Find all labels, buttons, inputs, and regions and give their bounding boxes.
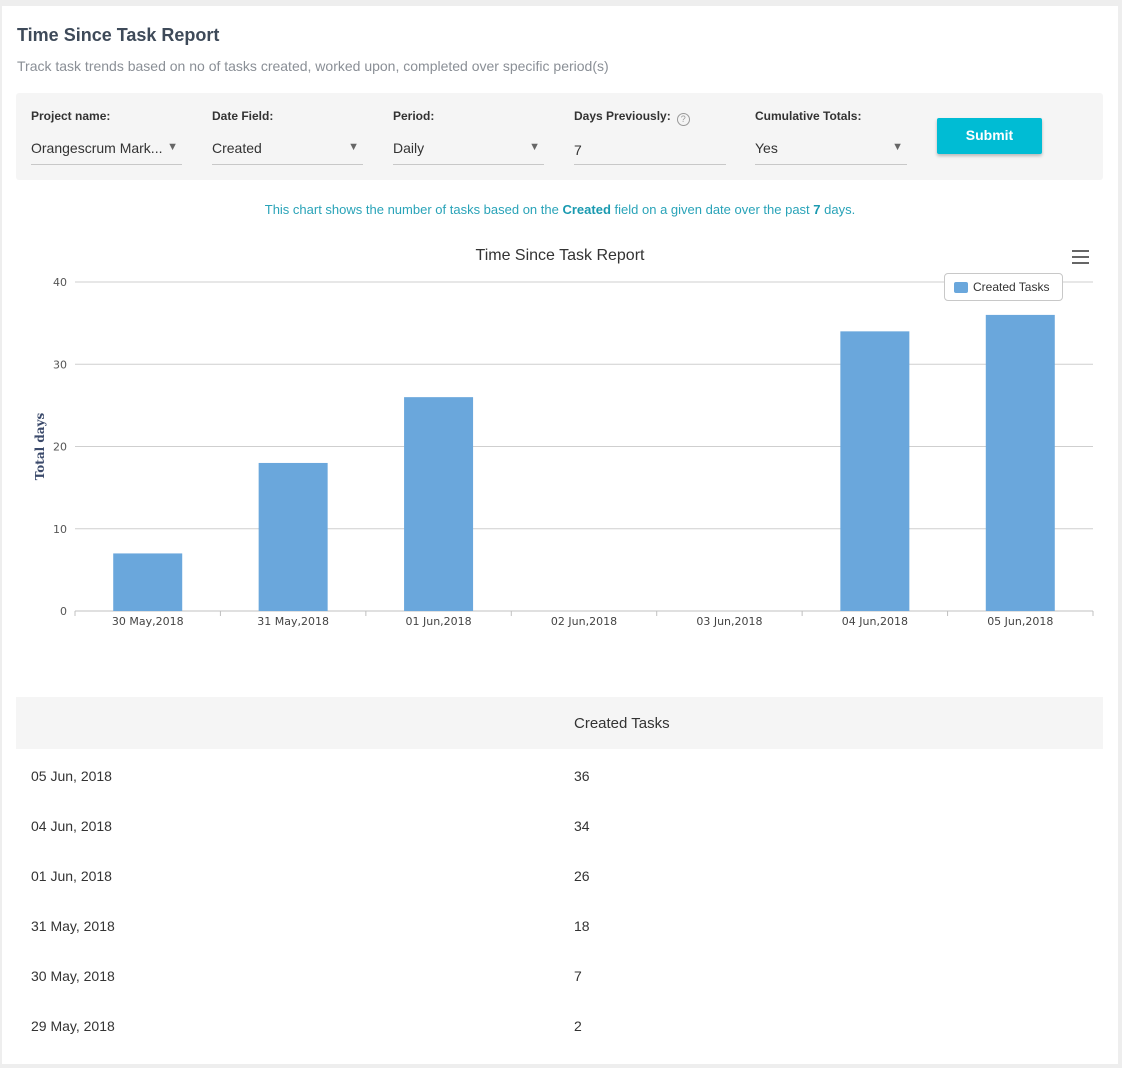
- bar: [113, 553, 183, 611]
- chevron-down-icon: ▼: [529, 141, 540, 153]
- table-row: 05 Jun, 2018 36: [16, 749, 1103, 799]
- table-row: 31 May, 2018 18: [16, 899, 1103, 949]
- chart-title: Time Since Task Report: [475, 247, 645, 264]
- submit-button[interactable]: Submit: [937, 118, 1042, 154]
- project-filter: Project name: Orangescrum Mark... ▼: [31, 109, 182, 165]
- table-body: 05 Jun, 2018 36 04 Jun, 2018 34 01 Jun, 2018…: [16, 749, 1103, 1049]
- table-row: 01 Jun, 2018 26: [16, 849, 1103, 899]
- info-middle: field on a given date over the past: [614, 202, 810, 217]
- table-row: 29 May, 2018 2: [16, 999, 1103, 1049]
- page-subtitle: Track task trends based on no of tasks c…: [17, 58, 609, 74]
- days-filter: Days Previously:? 7: [574, 109, 726, 165]
- y-tick-label: 40: [53, 276, 67, 289]
- bar: [840, 331, 910, 611]
- bar: [258, 462, 328, 611]
- row-date: 31 May, 2018: [31, 918, 115, 934]
- row-value: 34: [574, 818, 590, 834]
- date-field-filter: Date Field: Created ▼: [212, 109, 363, 165]
- date-field-value: Created: [212, 140, 262, 156]
- row-value: 7: [574, 968, 582, 984]
- x-tick-label: 04 Jun,2018: [842, 615, 908, 628]
- chart-canvas: 0 10 20 30 40 Total days 30 May,2018 31 May,201…: [33, 276, 1094, 628]
- y-tick-label: 0: [60, 605, 67, 618]
- chart-description: This chart shows the number of tasks bas…: [2, 202, 1118, 217]
- hamburger-menu-icon[interactable]: [1072, 250, 1089, 264]
- x-tick-label: 01 Jun,2018: [405, 615, 471, 628]
- cumulative-value: Yes: [755, 140, 778, 156]
- period-label: Period:: [393, 109, 435, 123]
- x-tick-label: 03 Jun,2018: [696, 615, 762, 628]
- days-value: 7: [574, 142, 582, 158]
- date-field-label: Date Field:: [212, 109, 274, 123]
- row-value: 26: [574, 868, 590, 884]
- project-select[interactable]: Orangescrum Mark... ▼: [31, 138, 182, 165]
- row-date: 01 Jun, 2018: [31, 868, 112, 884]
- info-days: 7: [813, 202, 821, 217]
- table-row: 04 Jun, 2018 34: [16, 799, 1103, 849]
- period-select[interactable]: Daily ▼: [393, 138, 544, 165]
- row-value: 18: [574, 918, 590, 934]
- cumulative-filter: Cumulative Totals: Yes ▼: [755, 109, 907, 165]
- project-label: Project name:: [31, 109, 111, 123]
- y-tick-label: 30: [53, 358, 67, 371]
- x-tick-label: 30 May,2018: [112, 615, 184, 628]
- y-tick-label: 20: [53, 441, 67, 454]
- info-prefix: This chart shows the number of tasks bas…: [264, 202, 559, 217]
- project-value: Orangescrum Mark...: [31, 140, 163, 156]
- row-date: 04 Jun, 2018: [31, 818, 112, 834]
- page-title: Time Since Task Report: [17, 25, 220, 45]
- bar: [985, 314, 1055, 611]
- row-date: 05 Jun, 2018: [31, 768, 112, 784]
- days-label: Days Previously:: [574, 109, 671, 123]
- column-header-created-tasks: Created Tasks: [574, 715, 670, 732]
- table-row: 30 May, 2018 7: [16, 949, 1103, 999]
- row-value: 2: [574, 1018, 582, 1034]
- x-tick-label: 05 Jun,2018: [987, 615, 1053, 628]
- x-tick-label: 31 May,2018: [257, 615, 329, 628]
- bar-chart: 0 10 20 30 40 Total days 30 May,2018 31 May,201…: [2, 236, 1118, 646]
- bar: [404, 397, 474, 611]
- chevron-down-icon: ▼: [892, 141, 903, 153]
- days-input[interactable]: 7: [574, 138, 726, 165]
- chevron-down-icon: ▼: [167, 141, 178, 153]
- help-icon[interactable]: ?: [676, 113, 690, 126]
- chart-legend[interactable]: Created Tasks: [944, 273, 1063, 301]
- info-field: Created: [562, 202, 611, 217]
- date-field-select[interactable]: Created ▼: [212, 138, 363, 165]
- row-date: 29 May, 2018: [31, 1018, 115, 1034]
- legend-label: Created Tasks: [973, 280, 1050, 294]
- cumulative-select[interactable]: Yes ▼: [755, 138, 907, 165]
- table-header: Created Tasks: [16, 697, 1103, 749]
- row-date: 30 May, 2018: [31, 968, 115, 984]
- row-value: 36: [574, 768, 590, 784]
- info-suffix: days.: [824, 202, 856, 217]
- period-filter: Period: Daily ▼: [393, 109, 544, 165]
- period-value: Daily: [393, 140, 425, 156]
- data-table: Created Tasks 05 Jun, 2018 36 04 Jun, 2018…: [16, 697, 1103, 1049]
- filter-panel: Project name: Orangescrum Mark... ▼ Date…: [16, 93, 1103, 180]
- y-tick-label: 10: [53, 523, 67, 536]
- chevron-down-icon: ▼: [348, 141, 359, 153]
- legend-swatch: [954, 282, 968, 293]
- report-page: Time Since Task Report Track task trends…: [2, 6, 1118, 1064]
- y-axis-label: Total days: [33, 413, 47, 481]
- x-tick-label: 02 Jun,2018: [551, 615, 617, 628]
- cumulative-label: Cumulative Totals:: [755, 109, 862, 123]
